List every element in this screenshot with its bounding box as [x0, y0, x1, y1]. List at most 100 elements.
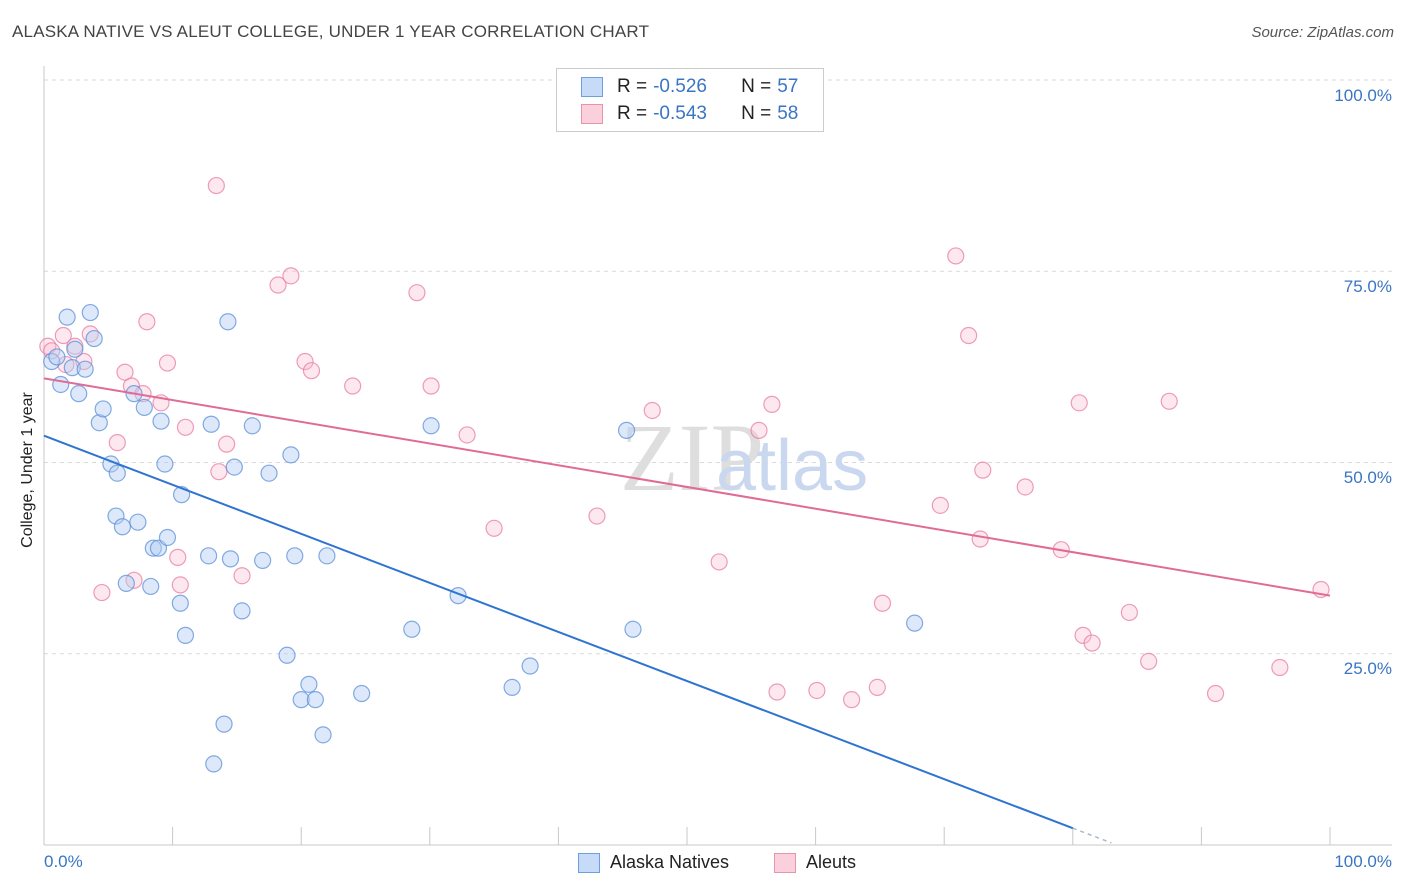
- aleut-point: [1271, 658, 1289, 677]
- aleut-point: [54, 326, 72, 345]
- aleut-point: [643, 401, 661, 420]
- alaska-point: [617, 421, 636, 439]
- aleut-point: [960, 326, 978, 345]
- alaska-point: [278, 646, 296, 664]
- aleut-point: [93, 583, 111, 602]
- alaska-point: [171, 594, 189, 612]
- aleut-point: [116, 363, 134, 381]
- aleut-point: [485, 519, 503, 537]
- watermark-atlas: atlas: [716, 426, 868, 506]
- alaska-point: [906, 614, 924, 632]
- alaska-point: [624, 620, 642, 638]
- aleut-point: [808, 681, 826, 700]
- aleut-swatch: [774, 852, 796, 873]
- alaska-point: [403, 620, 421, 638]
- series-name: Alaska Natives: [610, 852, 730, 872]
- aleut-point: [971, 530, 989, 548]
- alaska-trend-extension: [1072, 827, 1112, 844]
- alaska-point: [135, 398, 153, 417]
- aleut-point: [210, 463, 228, 481]
- chart-title: ALASKA NATIVE VS ALEUT COLLEGE, UNDER 1 …: [12, 22, 650, 41]
- alaska-point: [200, 547, 218, 565]
- alaska-point: [219, 313, 237, 331]
- alaska-point: [243, 417, 261, 435]
- alaska-swatch: [581, 77, 603, 97]
- aleut-point: [422, 377, 440, 395]
- y-tick-label: 75.0%: [1343, 277, 1392, 296]
- r-label: R =: [617, 76, 648, 97]
- aleut-point: [843, 691, 861, 709]
- alaska-point: [503, 678, 521, 697]
- aleut-point: [176, 418, 195, 436]
- aleut-point: [138, 313, 156, 331]
- alaska-point: [66, 340, 84, 358]
- alaska-point: [260, 464, 278, 482]
- n-value: 57: [777, 76, 799, 97]
- aleut-point: [344, 377, 362, 395]
- alaska-points: [43, 303, 924, 773]
- alaska-point: [107, 507, 125, 525]
- alaska-point: [221, 550, 240, 568]
- alaska-point: [129, 513, 147, 531]
- axes: [43, 66, 1392, 846]
- aleut-points: [39, 176, 1330, 709]
- alaska-swatch: [578, 852, 600, 873]
- aleut-point: [1206, 684, 1225, 703]
- alaska-point: [156, 455, 174, 473]
- x-tick-label: 100.0%: [1334, 852, 1392, 871]
- y-tick-label: 25.0%: [1343, 659, 1392, 678]
- alaska-point: [233, 602, 251, 620]
- alaska-point: [225, 458, 243, 476]
- alaska-point: [90, 414, 108, 432]
- aleut-point: [974, 461, 992, 479]
- aleut-point: [207, 176, 225, 195]
- alaska-point: [70, 385, 88, 403]
- n-label: N =: [741, 76, 772, 97]
- alaska-point: [43, 352, 61, 371]
- alaska-point: [117, 574, 135, 592]
- aleut-point: [158, 354, 177, 372]
- alaska-point: [85, 329, 103, 348]
- n-label: N =: [741, 103, 772, 124]
- alaska-trend-line: [43, 434, 1074, 830]
- alaska-point: [286, 547, 304, 565]
- aleut-swatch: [581, 104, 603, 124]
- alaska-point: [108, 464, 126, 482]
- r-value: -0.526: [653, 76, 707, 97]
- alaska-point: [314, 726, 332, 744]
- series-name: Aleuts: [806, 852, 857, 872]
- alaska-point: [48, 348, 66, 366]
- alaska-point: [318, 547, 336, 565]
- aleut-point: [1160, 392, 1178, 410]
- aleut-point: [302, 362, 321, 380]
- aleut-point: [873, 594, 892, 612]
- alaska-point: [81, 303, 99, 322]
- aleut-point: [768, 683, 786, 701]
- alaska-point: [300, 675, 318, 693]
- aleut-point: [218, 435, 236, 453]
- alaska-point: [142, 577, 160, 596]
- correlation-legend: R = -0.526 N = 57 R = -0.543 N = 58: [556, 68, 824, 132]
- alaska-point: [113, 518, 132, 536]
- legend-row-alaska: R = -0.526 N = 57: [581, 75, 798, 99]
- alaska-point: [422, 417, 440, 435]
- alaska-point: [52, 375, 70, 394]
- aleut-point: [710, 553, 728, 571]
- r-value: -0.543: [653, 103, 707, 124]
- aleut-point: [296, 352, 314, 371]
- aleut-point: [588, 507, 606, 525]
- aleut-point: [408, 284, 426, 302]
- legend-row-aleut: R = -0.543 N = 58: [581, 102, 798, 126]
- aleut-point: [931, 496, 949, 514]
- legend-item-aleut: Aleuts: [774, 852, 856, 873]
- y-tick-label: 50.0%: [1343, 468, 1392, 487]
- x-tick-label: 0.0%: [44, 852, 83, 871]
- alaska-point: [94, 400, 112, 418]
- alaska-point: [58, 308, 76, 326]
- source-label: Source: ZipAtlas.com: [1251, 24, 1394, 41]
- alaska-point: [521, 657, 539, 675]
- aleut-point: [947, 247, 965, 265]
- legend-item-alaska: Alaska Natives: [578, 852, 729, 873]
- watermark-zip: ZIP: [620, 404, 764, 511]
